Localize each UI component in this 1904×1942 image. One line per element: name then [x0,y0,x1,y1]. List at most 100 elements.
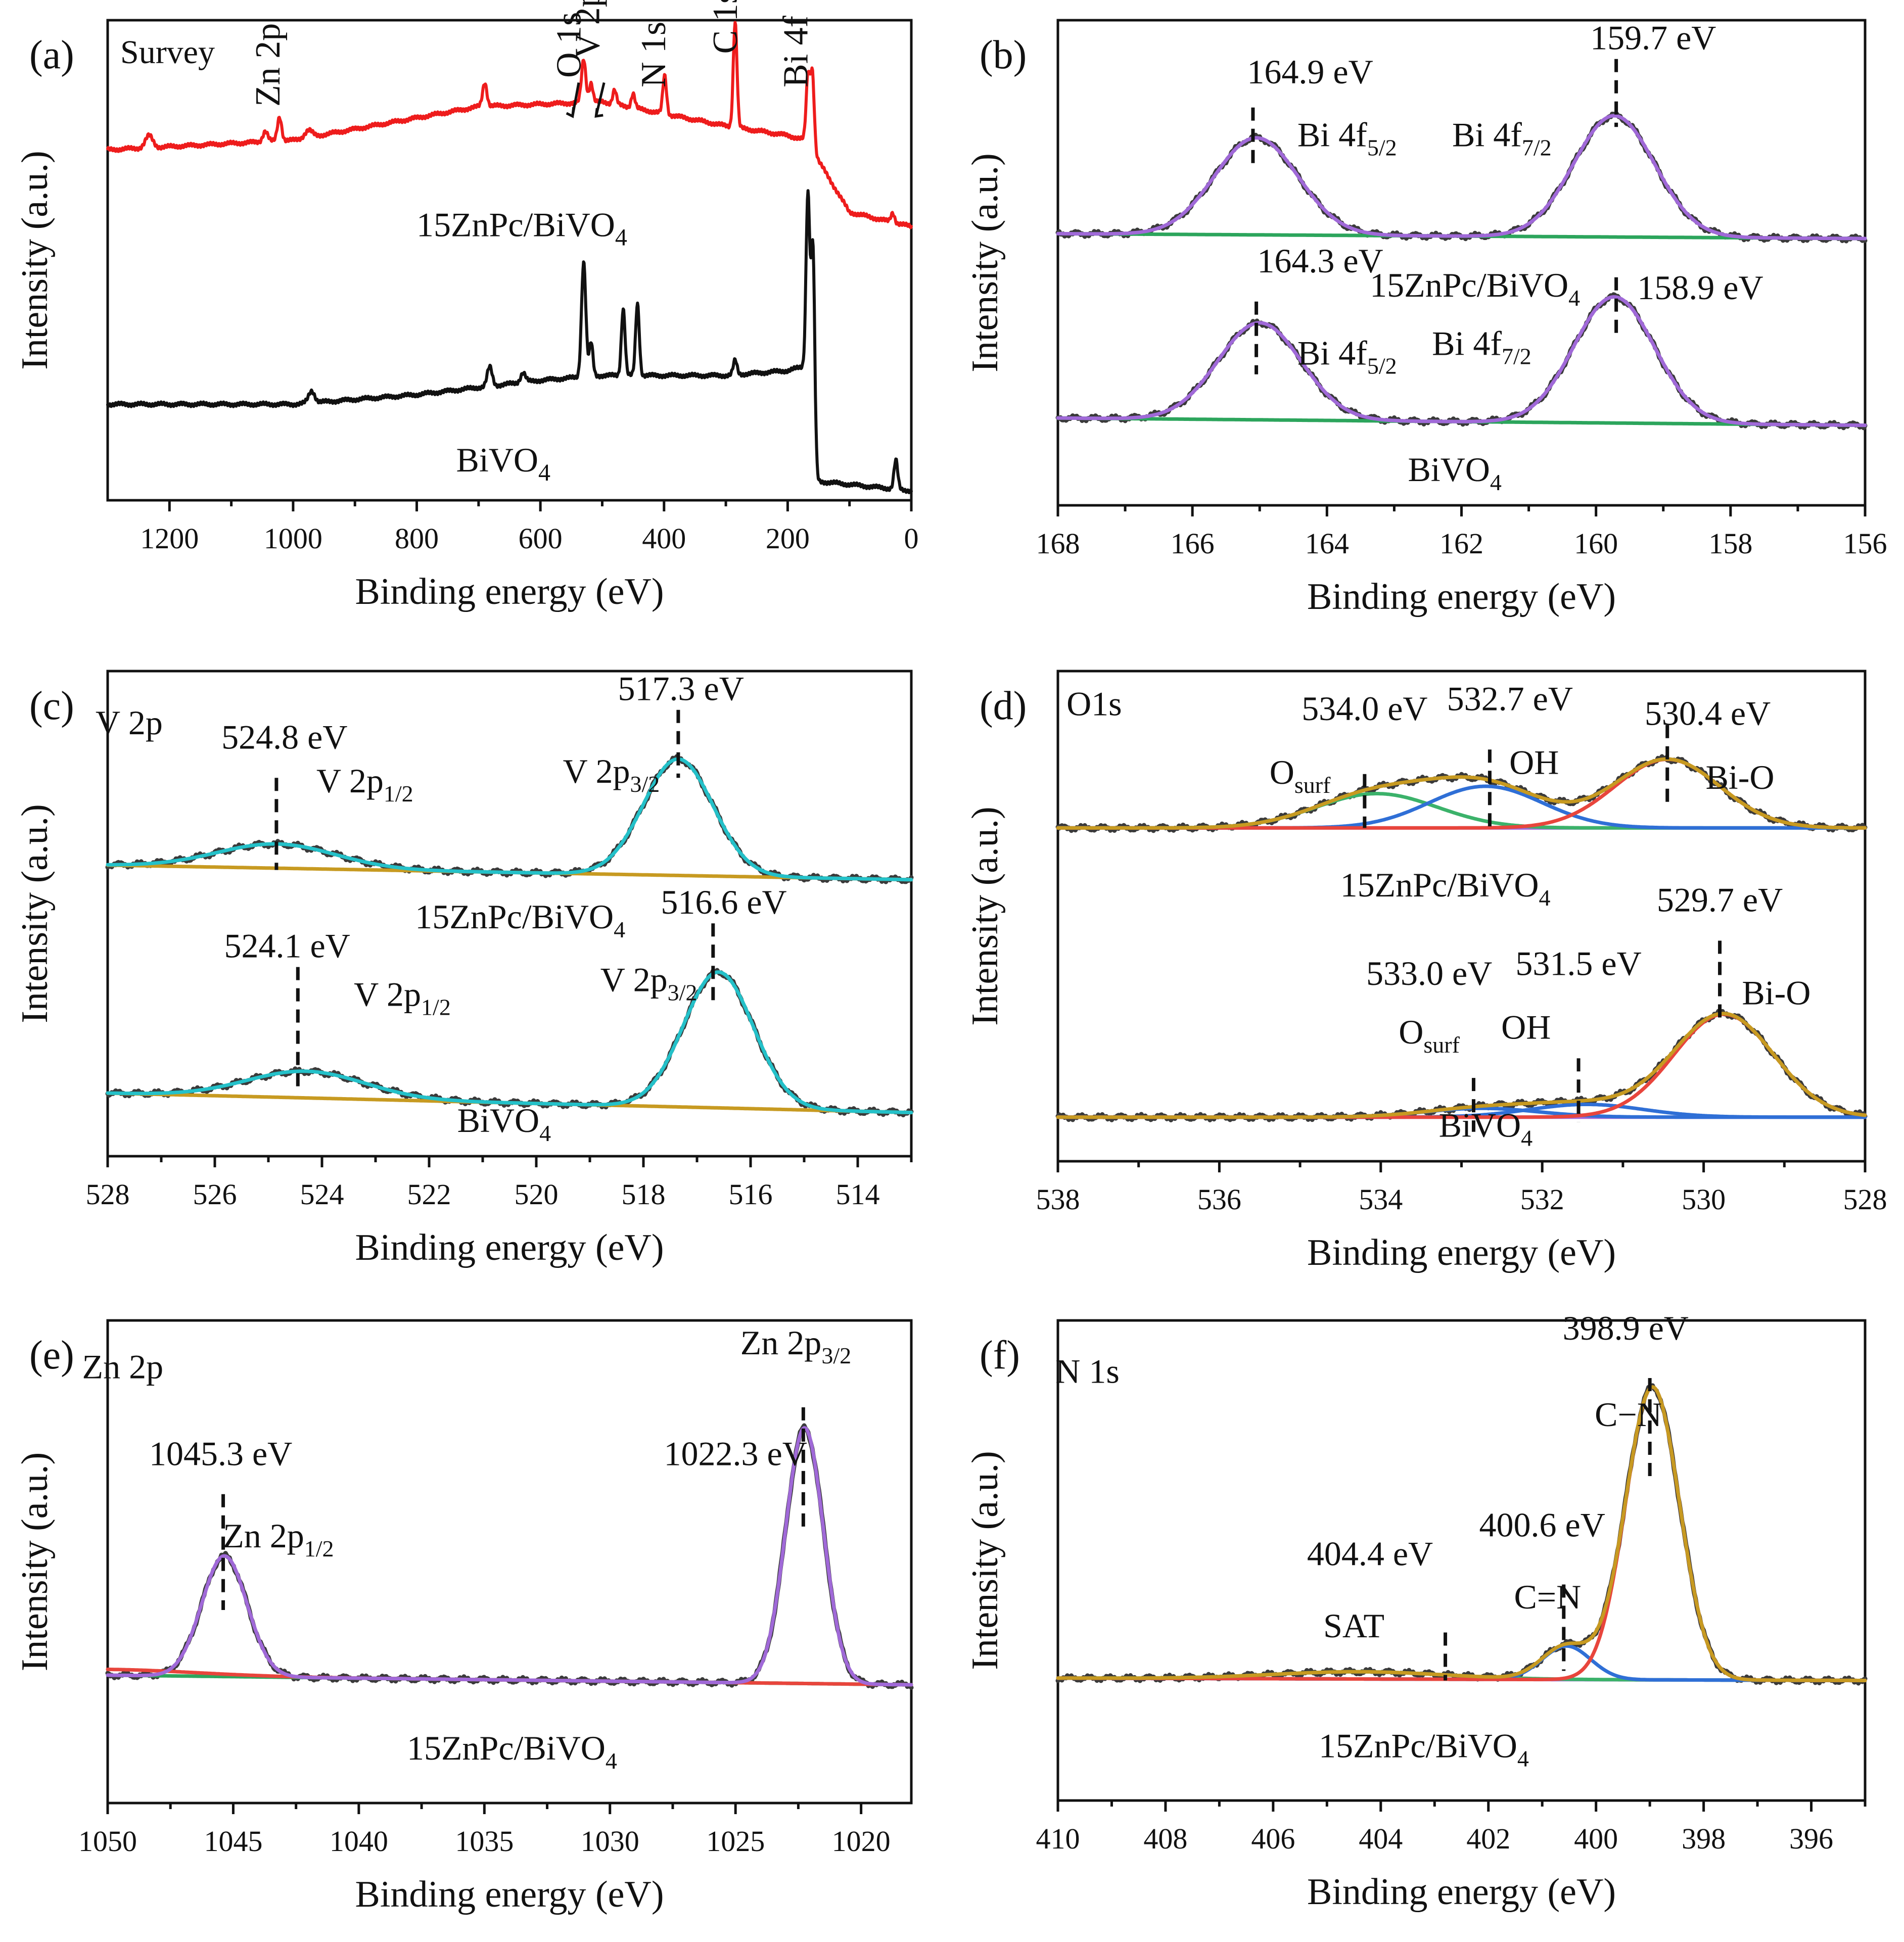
peak-label: 164.9 eV [1247,53,1373,91]
peak-label: 530.4 eV [1645,694,1771,733]
label-main: O [1270,753,1294,791]
label-main: 164.9 eV [1247,53,1373,91]
peak-label: 15ZnPc/BiVO4 [1319,1727,1529,1772]
series-label-sub: 4 [538,459,550,486]
label-sub: 5/2 [1367,353,1397,379]
fit-envelope [1056,1385,1867,1682]
x-tick-label: 164 [1305,527,1349,560]
label-sub: 1/2 [384,781,413,807]
panel-e: 1050 1045 1040 1035 1030 1025 1020 Binding ener… [14,1319,914,1915]
survey-series-red [106,21,913,229]
fit-envelope [106,1426,913,1687]
x-tick-label: 1000 [264,522,322,555]
x-tick-label: 200 [766,522,810,555]
label-main: N 1s [1055,1352,1120,1391]
peak-label: Bi 4f5/2 [1297,334,1397,379]
panel-d: 538 536 534 532 530 528 Binding energy (eV) Int… [964,670,1887,1273]
x-tick-label: 160 [1574,527,1618,560]
label-main: 532.7 eV [1447,680,1573,718]
label-sub: 3/2 [821,1343,851,1368]
fit-envelope [106,970,913,1115]
label-main: 400.6 eV [1479,1506,1605,1544]
peak-label: 398.9 eV [1563,1309,1689,1347]
panel-b: 168 166 164 162 160 158 156 Binding energy (eV)… [964,19,1887,618]
label-main: 398.9 eV [1563,1309,1689,1347]
x-tick-label: 406 [1251,1822,1295,1855]
fit-envelope [1056,1012,1867,1119]
fit-component [1056,1012,1867,1119]
x-tick-label: 524 [300,1178,344,1211]
label-sub: 4 [614,917,625,942]
label-main: BiVO [457,1101,539,1140]
label-main: Bi 4f [1432,324,1502,362]
peak-label: O1s [1066,684,1122,723]
label-main: V 2p [563,752,630,790]
x-tick-label: 1200 [140,522,199,555]
x-tick-label: 538 [1036,1183,1080,1216]
plot-frame [106,670,913,1158]
x-tick-label: 408 [1143,1822,1187,1855]
peak-annotation: N 1s [634,22,673,87]
label-sub: 3/2 [630,771,660,797]
label-main: 533.0 eV [1366,954,1492,992]
peak-label: V 2p1/2 [316,762,413,807]
peak-label: Osurf [1270,753,1331,798]
panel-letter: (d) [980,684,1027,728]
x-tick-label: 396 [1789,1822,1833,1855]
label-main: 517.3 eV [618,670,744,708]
label-main: 524.8 eV [221,718,347,756]
peak-label: 524.8 eV [221,718,347,756]
peak-label: 534.0 eV [1302,689,1427,728]
label-main: 15ZnPc/BiVO [415,897,614,936]
label-sub: 1/2 [304,1536,334,1561]
peak-label: Bi-O [1705,758,1774,796]
label-sub: 7/2 [1502,343,1531,369]
y-axis-title: Intensity (a.u.) [964,807,1006,1026]
peak-label: Zn 2p [82,1348,164,1386]
x-axis-title: Binding energy (eV) [355,1227,664,1268]
peak-label: Bi-O [1742,974,1810,1012]
label-sub: 4 [1539,885,1551,911]
label-main: C=N [1514,1578,1581,1616]
label-sub: 4 [539,1120,551,1146]
label-main: 529.7 eV [1657,880,1783,919]
peak-label: Osurf [1399,1013,1460,1058]
x-axis-title: Binding energy (eV) [1307,576,1616,618]
plot-frame [106,19,913,502]
x-tick-label: 520 [515,1178,559,1211]
peak-label: Bi 4f7/2 [1452,116,1552,161]
x-tick-label: 402 [1466,1822,1510,1855]
panel-title: Survey [120,34,215,71]
series-label: 15ZnPc/BiVO4 [416,206,627,251]
raw-spectrum [1055,754,1868,833]
label-main: 516.6 eV [661,883,786,921]
peak-annotation: O 1s [550,12,589,78]
label-main: O1s [1066,684,1122,723]
x-tick-label: 162 [1439,527,1483,560]
peak-label: 1022.3 eV [664,1435,807,1473]
x-tick-label: 600 [519,522,563,555]
panel-letter: (b) [980,33,1027,77]
fit-envelope [106,757,913,882]
label-main: Bi-O [1705,758,1774,796]
x-tick-label: 1020 [832,1825,891,1858]
fit-envelope [1056,114,1867,241]
label-main: 15ZnPc/BiVO [407,1729,606,1767]
series-label: BiVO4 [456,441,550,486]
y-axis-title: Intensity (a.u.) [14,151,56,370]
label-main: Zn 2p [82,1348,164,1386]
x-tick-label: 532 [1520,1183,1564,1216]
peak-label: 159.7 eV [1590,19,1716,57]
x-tick-label: 404 [1359,1822,1403,1855]
label-main: Zn 2p [223,1517,304,1555]
panel-letter: (f) [980,1333,1020,1378]
label-main: BiVO [1439,1106,1521,1145]
plot-frame [1056,1319,1867,1802]
peak-label: 404.4 eV [1307,1535,1433,1573]
label-main: Zn 2p [740,1323,822,1362]
panel-a: 1200 1000 800 600 400 200 0 Binding energy (eV)… [14,0,919,612]
peak-label: C−N [1595,1395,1662,1434]
y-axis-title: Intensity (a.u.) [964,153,1006,372]
peak-label: Bi 4f7/2 [1432,324,1531,369]
